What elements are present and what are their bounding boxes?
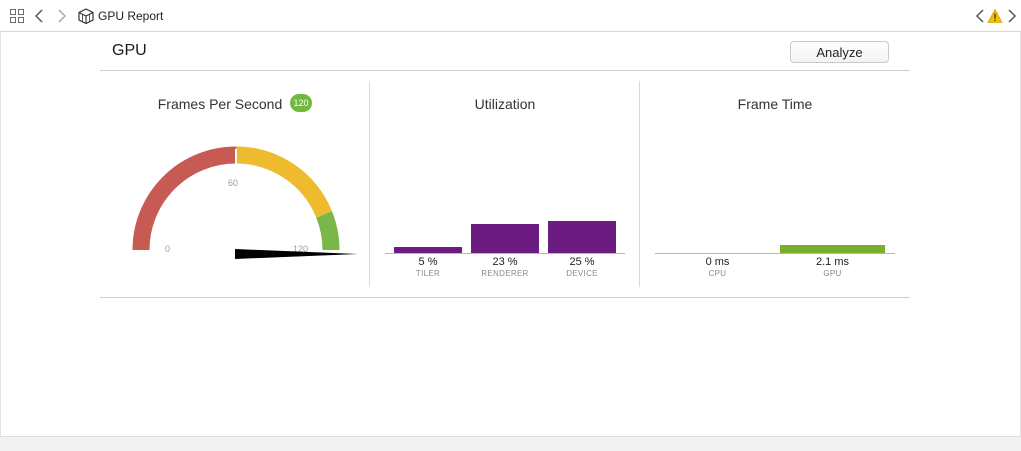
frame-time-value-label: 0 ms [705,256,730,268]
gauge-low-zone [132,146,237,251]
gauge-high-zone [316,211,340,251]
utilization-title: Utilization [474,96,536,112]
frame-time-caption: CPU [708,269,727,278]
fps-title: Frames Per Second [157,96,283,112]
frame-time-bar [780,245,885,253]
frame-time-baseline [655,253,895,254]
warning-icon[interactable] [987,8,1003,24]
forward-button[interactable] [56,7,68,25]
utilization-value-label: 25 % [569,256,595,268]
utilization-baseline [385,253,625,254]
fps-badge: 120 [290,94,312,112]
utilization-caption: DEVICE [566,269,598,278]
gpu-report-icon [78,8,94,24]
utilization-bar [394,247,462,253]
fps-gauge: 0 60 120 [132,146,358,259]
panel-separator [639,81,640,287]
gauge-mid-zone [235,146,332,218]
back-button[interactable] [33,7,45,25]
chevron-left-icon [35,9,43,23]
divider [100,70,910,71]
gauge-tick-120: 120 [293,244,308,254]
gauge-tick-0: 0 [165,244,170,254]
next-issue-icon[interactable] [1006,8,1018,24]
gauge-tick-60: 60 [228,178,238,188]
analyze-button[interactable]: Analyze [790,41,889,63]
utilization-bar [548,221,616,253]
utilization-caption: RENDERER [481,269,529,278]
gauge-needle [235,249,358,259]
frame-time-caption: GPU [823,269,842,278]
utilization-value-label: 23 % [492,256,518,268]
frame-time-value-label: 2.1 ms [815,256,849,268]
panel-separator [369,81,370,287]
bottom-bar [0,436,1021,451]
utilization-caption: TILER [415,269,441,278]
navigation-bar: GPU Report [0,0,1021,32]
breadcrumb[interactable]: GPU Report [98,9,164,23]
grid-icon[interactable] [8,7,26,25]
divider [100,297,910,298]
frame-time-title: Frame Time [737,96,813,112]
previous-issue-icon[interactable] [974,8,986,24]
utilization-value-label: 5 % [418,256,438,268]
page-title: GPU [112,42,147,59]
utilization-bar [471,224,539,253]
chevron-right-icon [58,9,66,23]
